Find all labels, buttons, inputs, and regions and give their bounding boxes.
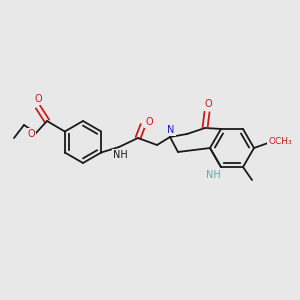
Text: O: O: [27, 129, 35, 139]
Text: O: O: [145, 117, 153, 127]
Text: O: O: [145, 117, 153, 127]
Text: OCH₃: OCH₃: [268, 137, 292, 146]
Text: O: O: [27, 129, 35, 139]
Text: NH: NH: [206, 170, 220, 180]
Text: NH: NH: [112, 150, 128, 160]
Text: N: N: [167, 125, 175, 135]
Text: O: O: [34, 94, 42, 104]
Text: OCH₃: OCH₃: [268, 137, 292, 146]
Text: O: O: [204, 99, 212, 109]
Text: NH: NH: [112, 150, 128, 160]
Text: N: N: [167, 125, 175, 135]
Text: NH: NH: [206, 170, 220, 180]
Text: O: O: [204, 99, 212, 109]
Text: O: O: [34, 94, 42, 104]
